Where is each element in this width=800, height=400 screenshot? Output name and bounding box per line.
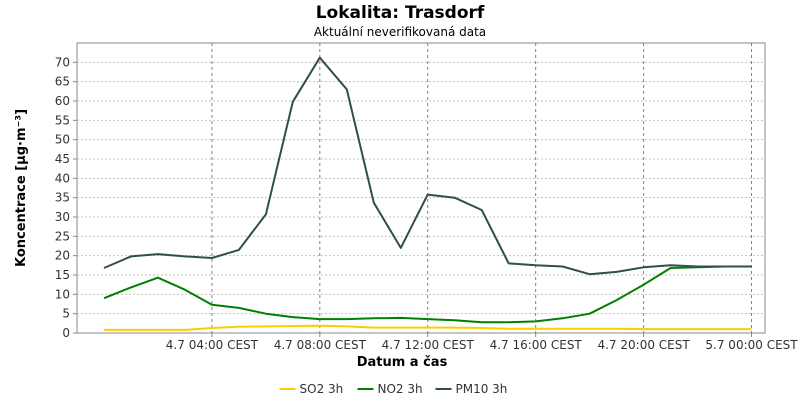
legend-label: PM10 3h — [456, 382, 508, 396]
y-tick-label: 45 — [55, 152, 70, 166]
chart-subtitle: Aktuální neverifikovaná data — [314, 25, 486, 39]
x-tick-label: 4.7 12:00 CEST — [382, 338, 475, 352]
plot-area: 0 5 10 15 20 25 30 35 40 45 50 55 60 65 70 4.7 04:00 CE… — [55, 42, 798, 352]
series-line-so2-3h — [104, 324, 752, 331]
y-tick-label: 10 — [55, 287, 70, 301]
legend-label: NO2 3h — [378, 382, 423, 396]
y-tick-label: 50 — [55, 133, 70, 147]
x-tick-label: 4.7 08:00 CEST — [274, 338, 367, 352]
y-tick-label: 65 — [55, 75, 70, 89]
x-tick-label: 5.7 00:00 CEST — [705, 338, 798, 352]
y-tick-label: 25 — [55, 229, 70, 243]
series-line-no2-3h — [103, 265, 752, 324]
series-line-pm10-3h — [103, 56, 752, 276]
chart-title: Lokalita: Trasdorf — [316, 3, 485, 23]
legend-label: SO2 3h — [300, 382, 344, 396]
x-tick-label: 4.7 04:00 CEST — [166, 338, 259, 352]
y-tick-label: 40 — [55, 171, 70, 185]
plot-frame — [76, 42, 766, 334]
y-tick-label: 60 — [55, 94, 70, 108]
y-axis-label: Koncentrace [µg·m⁻³] — [14, 109, 29, 267]
y-tick-label: 70 — [55, 55, 70, 69]
x-axis-label: Datum a čas — [357, 355, 448, 370]
y-tick-label: 0 — [62, 326, 70, 340]
y-tick-label: 30 — [55, 210, 70, 224]
y-tick-label: 20 — [55, 249, 70, 263]
legend: SO2 3h NO2 3h PM10 3h — [279, 382, 508, 396]
y-tick-label: 55 — [55, 113, 70, 127]
y-tick-label: 5 — [62, 307, 70, 321]
x-tick-label: 4.7 16:00 CEST — [490, 338, 583, 352]
y-tick-label: 35 — [55, 191, 70, 205]
y-tick-label: 15 — [55, 268, 70, 282]
x-tick-label: 4.7 20:00 CEST — [597, 338, 690, 352]
